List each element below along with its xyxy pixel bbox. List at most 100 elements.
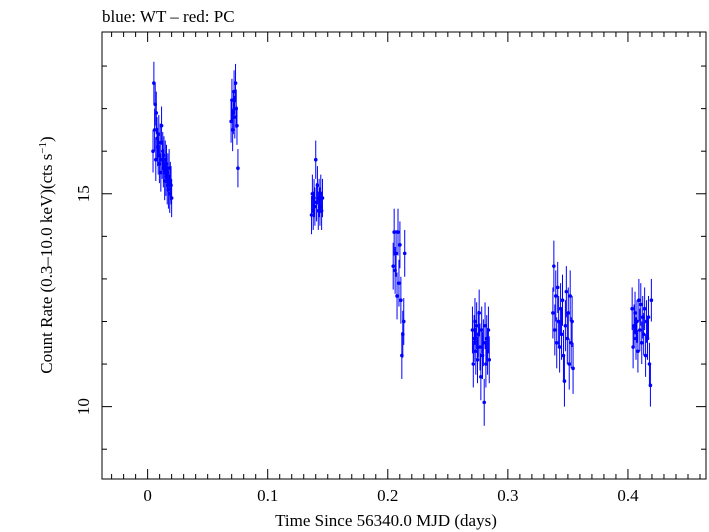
data-point (553, 304, 557, 356)
point-marker (391, 264, 395, 268)
data-point (477, 289, 481, 337)
point-marker (235, 123, 239, 128)
data-point (394, 229, 398, 277)
point-marker (567, 362, 572, 366)
point-marker (402, 251, 407, 256)
data-point (635, 300, 639, 343)
point-marker (641, 332, 646, 337)
data-point (230, 78, 234, 122)
data-point (571, 342, 575, 394)
point-marker (157, 162, 162, 166)
data-point (474, 327, 478, 375)
point-marker (313, 204, 317, 209)
data-point (636, 330, 640, 373)
point-marker (169, 183, 173, 188)
x-axis-label: Time Since 56340.0 MJD (days) (275, 511, 497, 530)
data-point (553, 270, 558, 322)
data-point (474, 302, 479, 350)
point-marker (568, 294, 572, 298)
point-marker (639, 340, 644, 345)
point-marker (474, 323, 479, 328)
data-point (483, 302, 487, 350)
data-point (313, 187, 317, 226)
point-marker (398, 243, 402, 247)
data-point (154, 91, 159, 135)
data-point (559, 308, 564, 360)
data-point (633, 291, 637, 335)
point-marker (230, 98, 234, 102)
data-point (402, 229, 407, 277)
data-points (151, 61, 654, 426)
point-marker (570, 319, 574, 324)
point-marker (637, 298, 641, 303)
point-marker (552, 264, 556, 268)
point-marker (151, 149, 155, 153)
plot-frame (101, 31, 707, 480)
point-marker (309, 213, 314, 217)
point-marker (232, 89, 236, 94)
data-point (641, 312, 646, 356)
data-point (646, 295, 651, 339)
point-marker (392, 230, 396, 234)
point-marker (563, 323, 568, 328)
point-marker (320, 196, 325, 200)
data-point (232, 70, 236, 113)
data-point (395, 272, 399, 320)
data-point (401, 298, 406, 345)
data-point (551, 287, 555, 339)
data-point (484, 340, 488, 388)
x-tick-label: 0.2 (377, 486, 398, 505)
data-point (482, 378, 487, 426)
data-point (639, 321, 644, 365)
data-point (471, 340, 476, 388)
point-marker (479, 328, 484, 332)
x-tick-label: 0.3 (497, 486, 518, 505)
data-point (554, 317, 559, 369)
point-marker (236, 166, 240, 171)
point-marker (555, 285, 560, 290)
x-tick-labels: 0 0.1 0.2 0.3 0.4 (143, 486, 639, 505)
point-marker (483, 323, 487, 328)
data-point (478, 323, 482, 371)
point-marker (481, 340, 486, 345)
point-marker (397, 281, 401, 285)
point-marker (559, 332, 564, 337)
data-point (236, 149, 240, 188)
point-marker (486, 328, 491, 332)
point-marker (234, 106, 239, 111)
point-marker (473, 319, 477, 324)
point-marker (152, 128, 157, 132)
point-marker (630, 306, 634, 311)
data-point (630, 287, 634, 330)
data-point (169, 178, 174, 218)
point-marker (643, 353, 648, 358)
point-marker (471, 362, 476, 366)
point-marker (571, 366, 575, 371)
point-marker (399, 298, 403, 303)
data-point (233, 95, 237, 139)
point-marker (564, 289, 569, 294)
data-point (637, 278, 641, 322)
data-point (473, 298, 477, 345)
chart-title: blue: WT – red: PC (102, 7, 235, 26)
data-point (563, 300, 568, 352)
y-tick-label: 15 (74, 185, 93, 202)
point-marker (233, 115, 237, 119)
data-point (233, 63, 238, 103)
point-marker (479, 375, 483, 379)
data-point (320, 178, 325, 218)
data-point (566, 287, 571, 339)
data-point (567, 338, 572, 390)
data-point (557, 321, 562, 373)
point-marker (477, 311, 481, 315)
data-point (487, 336, 492, 384)
y-tick-labels: 10 15 (74, 185, 93, 415)
axis-ticks (102, 32, 706, 479)
data-point (309, 195, 314, 235)
y-tick-label: 10 (74, 398, 93, 415)
point-marker (557, 345, 562, 349)
y-axis-label-close: ) (37, 136, 56, 142)
point-marker (315, 183, 320, 188)
point-marker (482, 400, 487, 405)
data-point (313, 140, 318, 179)
